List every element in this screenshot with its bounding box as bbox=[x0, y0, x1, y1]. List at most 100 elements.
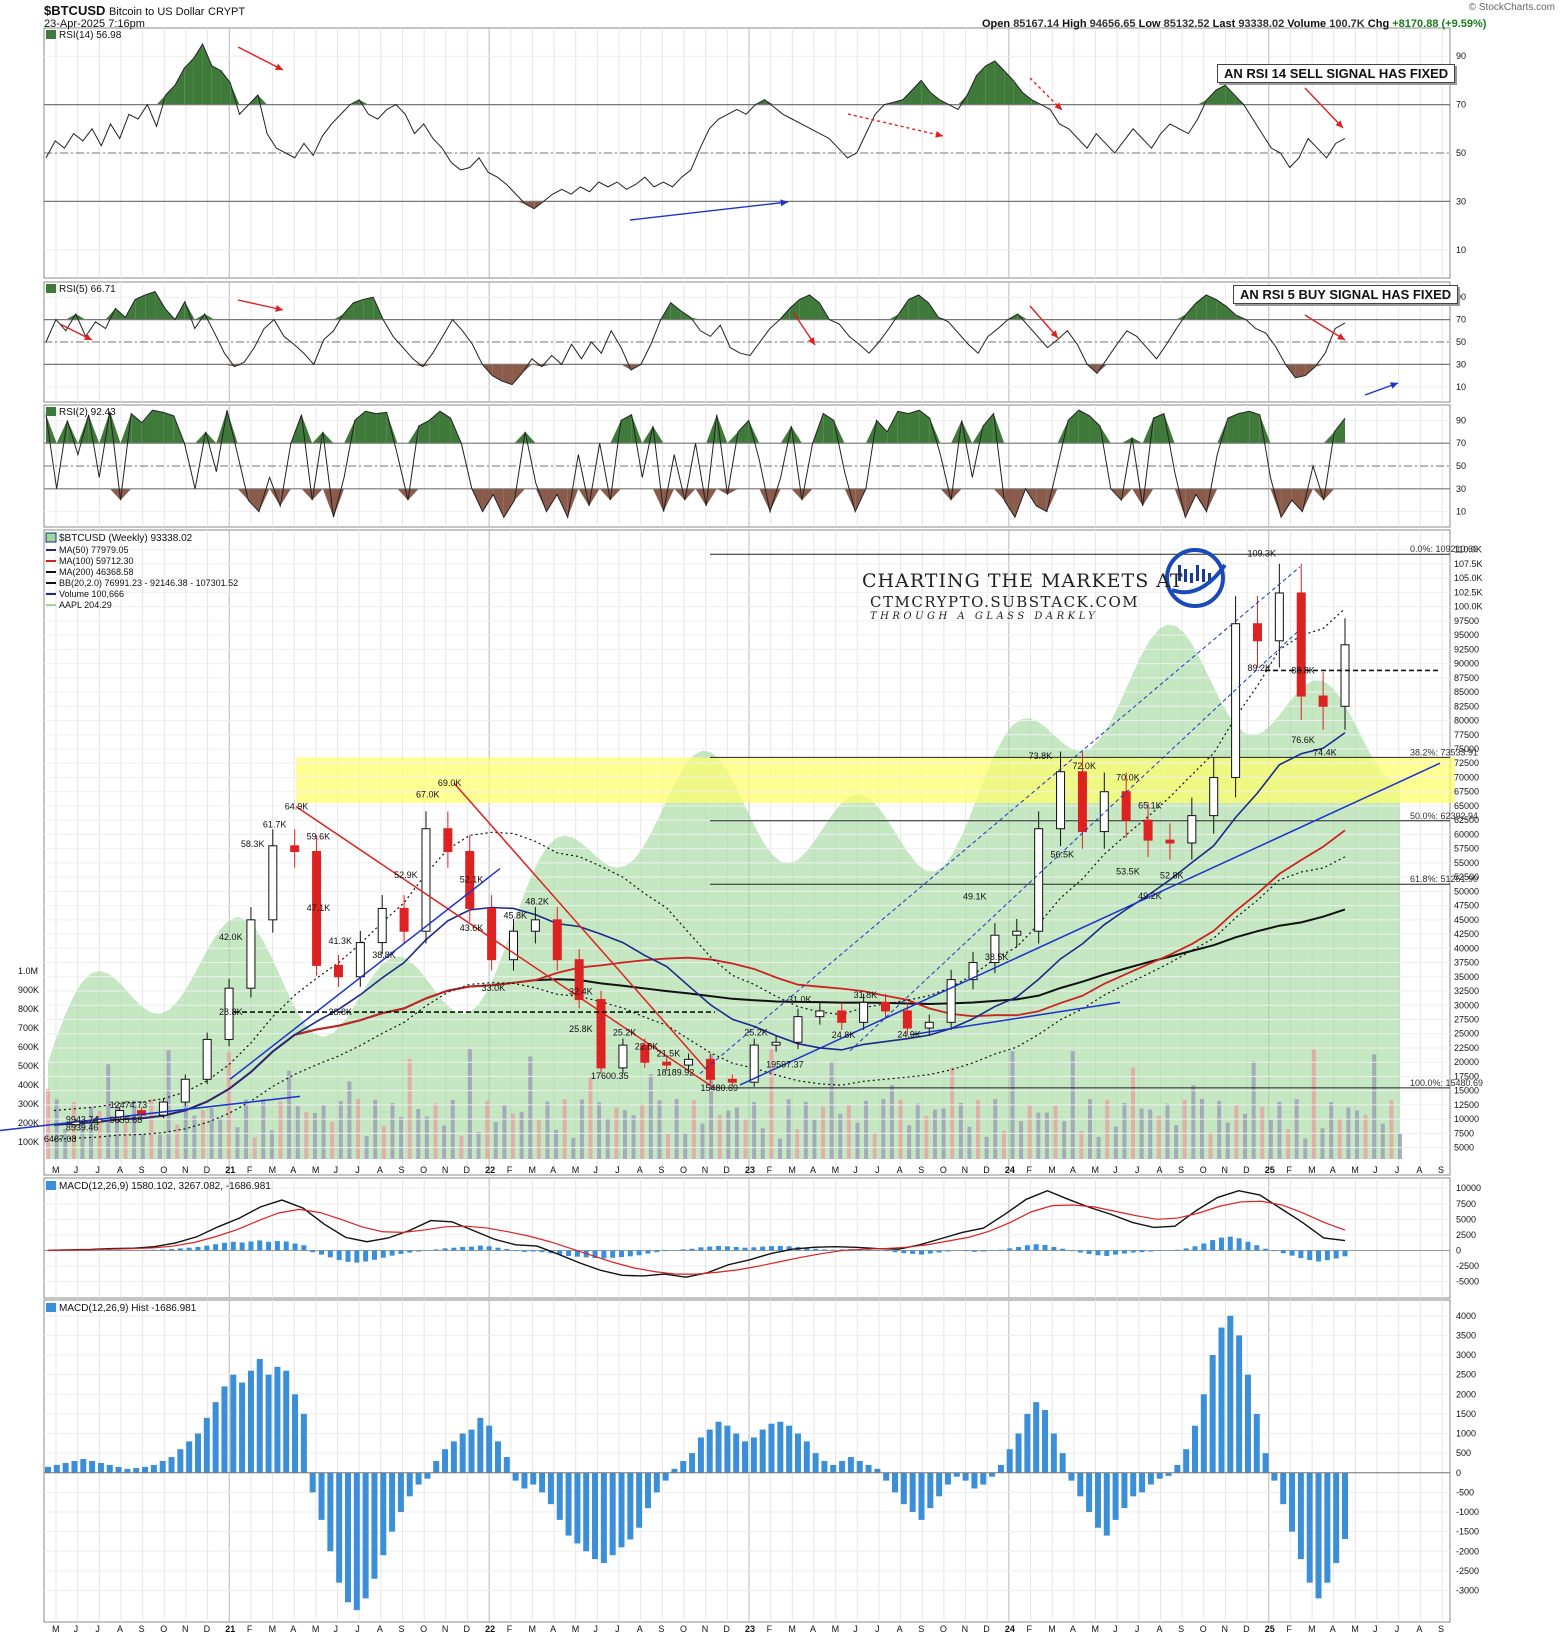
rsi-oversold-fill bbox=[652, 488, 664, 512]
rsi-oversold-fill bbox=[1097, 364, 1108, 374]
price-annotation: 25.8K bbox=[569, 1024, 593, 1034]
macd-mini-hist-bar bbox=[707, 1246, 713, 1251]
macd-hist-bar bbox=[715, 1421, 722, 1473]
x-tick-label: A bbox=[810, 1165, 816, 1175]
volume-bar bbox=[261, 1099, 266, 1159]
macd-mini-hist-bar bbox=[592, 1250, 598, 1259]
chart-header-symbol: $BTCUSD Bitcoin to US Dollar CRYPT bbox=[44, 3, 245, 18]
x-tick-label: 21 bbox=[225, 1165, 235, 1175]
macd-hist-bar bbox=[256, 1358, 263, 1473]
volume-bar bbox=[1044, 1112, 1049, 1159]
rsi-overbought-fill bbox=[1323, 431, 1335, 444]
rsi-overbought-fill bbox=[155, 291, 165, 320]
rsi-oversold-fill bbox=[1206, 488, 1218, 512]
rsi-overbought-fill bbox=[1013, 80, 1023, 105]
rsi-oversold-fill bbox=[269, 488, 281, 506]
y-tick-label: 105.0K bbox=[1454, 573, 1483, 583]
price-annotation: 24.9K bbox=[897, 1029, 921, 1039]
rsi-overbought-fill bbox=[1206, 90, 1217, 105]
low-label: Low bbox=[1138, 18, 1161, 30]
rsi-title: RSI(14) 56.98 bbox=[46, 30, 122, 41]
macd-hist-bar bbox=[530, 1472, 537, 1485]
macd-mini-hist-bar bbox=[1289, 1250, 1295, 1256]
y-tick-label: 27500 bbox=[1454, 1014, 1479, 1024]
trendline-blue bbox=[229, 867, 501, 1080]
macd-hist-bar bbox=[803, 1441, 810, 1473]
rsi-oversold-fill bbox=[546, 488, 558, 512]
volume-bar bbox=[1389, 1100, 1394, 1159]
rsi-overbought-fill bbox=[1225, 85, 1235, 105]
x-tick-label: 24 bbox=[1005, 1165, 1015, 1175]
macd-mini-hist-bar bbox=[918, 1250, 924, 1255]
macd-hist-bar bbox=[1236, 1335, 1243, 1473]
macd-hist-bar bbox=[521, 1472, 528, 1489]
macd-hist-bar bbox=[989, 1472, 996, 1477]
volume-bar bbox=[579, 1099, 584, 1159]
candle-body bbox=[1165, 839, 1175, 844]
price-annotation: 47.1K bbox=[307, 903, 331, 913]
price-panel: 5000 7500 10000 12500 15000 17500 20000 22500 25… bbox=[0, 532, 1483, 1159]
rsi-oversold-fill bbox=[1174, 488, 1186, 518]
candle-body bbox=[1274, 592, 1284, 642]
y-tick-label: 87500 bbox=[1454, 673, 1479, 683]
price-annotation: 109.3K bbox=[1247, 549, 1276, 559]
macd-hist-bar bbox=[203, 1417, 210, 1473]
logo-bar bbox=[1184, 569, 1187, 582]
macd-hist-bar bbox=[1147, 1472, 1154, 1485]
y-tick-label: 57500 bbox=[1454, 844, 1479, 854]
volume-bar bbox=[226, 1052, 231, 1159]
volume-bar bbox=[132, 1100, 137, 1159]
macd-mini-hist-bar bbox=[513, 1250, 519, 1252]
volume-bar bbox=[958, 1102, 963, 1159]
rsi-oversold-fill bbox=[610, 488, 621, 501]
macd-hist-bar bbox=[1271, 1472, 1278, 1481]
x-tick-label: O bbox=[940, 1624, 947, 1634]
macd-hist-bar bbox=[1156, 1472, 1163, 1479]
y-tick-label: 30000 bbox=[1454, 1000, 1479, 1010]
macd-mini-hist-bar bbox=[160, 1249, 166, 1251]
rsi-overbought-fill bbox=[823, 413, 834, 444]
volume-bar bbox=[967, 1126, 972, 1159]
macd-hist-bar bbox=[609, 1472, 616, 1556]
price-annotation: 12474.73 bbox=[110, 1100, 148, 1110]
divergence-arrow-head bbox=[935, 130, 943, 138]
y-tick-label: 90 bbox=[1456, 415, 1466, 425]
macd-hist-bar bbox=[556, 1472, 563, 1520]
x-tick-label: J bbox=[74, 1624, 79, 1634]
rsi-oversold-fill bbox=[525, 201, 535, 209]
rsi-oversold-fill bbox=[727, 488, 739, 495]
macd-hist-bar bbox=[265, 1374, 272, 1473]
macd-mini-hist-bar bbox=[1342, 1250, 1348, 1257]
rsi-overbought-fill bbox=[88, 414, 100, 444]
rsi-oversold-fill bbox=[791, 488, 802, 501]
candle-body bbox=[530, 919, 540, 932]
macd-hist-bar bbox=[592, 1472, 599, 1560]
candle-body bbox=[355, 942, 365, 978]
volume-bar bbox=[252, 1137, 257, 1159]
macd-hist-bar bbox=[1289, 1472, 1296, 1532]
y-tick-label: 72500 bbox=[1454, 758, 1479, 768]
open-value: 85167.14 bbox=[1013, 18, 1060, 30]
y-tick-label: -3000 bbox=[1456, 1586, 1479, 1596]
macd-mini-hist-bar bbox=[336, 1250, 342, 1261]
rsi-overbought-fill bbox=[897, 411, 909, 444]
x-tick-label: J bbox=[1395, 1624, 1400, 1634]
macd-hist-bar bbox=[1280, 1472, 1287, 1505]
rsi-oversold-fill bbox=[770, 488, 781, 512]
macd-mini-hist-bar bbox=[248, 1241, 254, 1251]
rsi-oversold-fill bbox=[716, 488, 728, 495]
volume-bar bbox=[1019, 1121, 1024, 1159]
x-tick-label: M bbox=[1048, 1624, 1056, 1634]
rsi-oversold-fill bbox=[512, 364, 522, 385]
divergence-arrow bbox=[1304, 87, 1344, 129]
macd-mini-hist-bar bbox=[389, 1250, 395, 1256]
macd-hist-bar bbox=[953, 1472, 960, 1477]
macd-mini-hist-bar bbox=[866, 1249, 872, 1251]
macd-mini-hist-bar bbox=[1130, 1250, 1136, 1253]
rsi-overbought-fill bbox=[1334, 418, 1345, 444]
x-tick-label: J bbox=[593, 1624, 598, 1634]
macd-mini-hist-bar bbox=[354, 1250, 360, 1263]
rsi-overbought-fill bbox=[994, 61, 1005, 105]
price-title-text: $BTCUSD (Weekly) 93338.02 bbox=[59, 533, 193, 544]
macd-hist-bar bbox=[636, 1472, 643, 1528]
